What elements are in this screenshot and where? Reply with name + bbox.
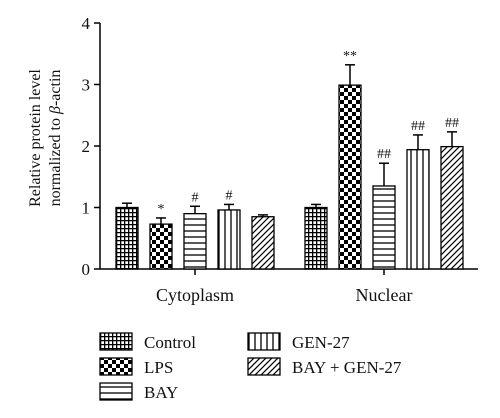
legend-swatch [99,332,133,351]
bar [149,223,173,270]
significance-label: ## [411,119,425,134]
y-tick-label: 3 [82,76,91,95]
y-axis-title: Relative protein level normalized to β-a… [27,69,64,207]
bar [372,185,396,270]
y-tick-label: 2 [82,137,91,156]
legend-swatch [247,332,281,351]
significance-label: ## [377,147,391,162]
legend-label: BAY + GEN-27 [292,358,402,377]
bar [406,149,430,270]
bars: *# #**#### ## [115,49,464,270]
bar [338,84,362,270]
y-axis-label-line1: Relative protein level [27,69,44,207]
y-tick-label: 1 [82,199,91,218]
bar [115,206,139,270]
category-label: Nuclear [356,285,413,305]
significance-label: # [226,188,233,203]
significance-label: # [192,190,199,205]
legend-label: LPS [144,358,173,377]
category-label: Cytoplasm [156,285,234,305]
y-tick-label: 4 [82,14,91,33]
legend-label: BAY [144,383,178,402]
legend-label: GEN-27 [292,333,350,352]
bar [217,209,241,270]
legend-label: Control [144,333,196,352]
bar [251,216,275,270]
bar [304,206,328,270]
significance-label: * [158,202,165,217]
legend: Control LPS BAY GEN-27 BAY + GEN-27 [99,332,402,402]
legend-swatch [99,382,133,401]
axes: 0 1 2 3 4 Cytoplasm Nuclear [82,14,478,305]
legend-swatch [247,357,281,376]
bar [440,145,464,270]
significance-label: ** [343,49,357,64]
y-axis-label-line2: normalized to β-actin [47,70,64,207]
y-tick-label: 0 [82,260,91,279]
legend-swatch [99,357,133,376]
bar [183,212,207,270]
significance-label: ## [445,116,459,131]
